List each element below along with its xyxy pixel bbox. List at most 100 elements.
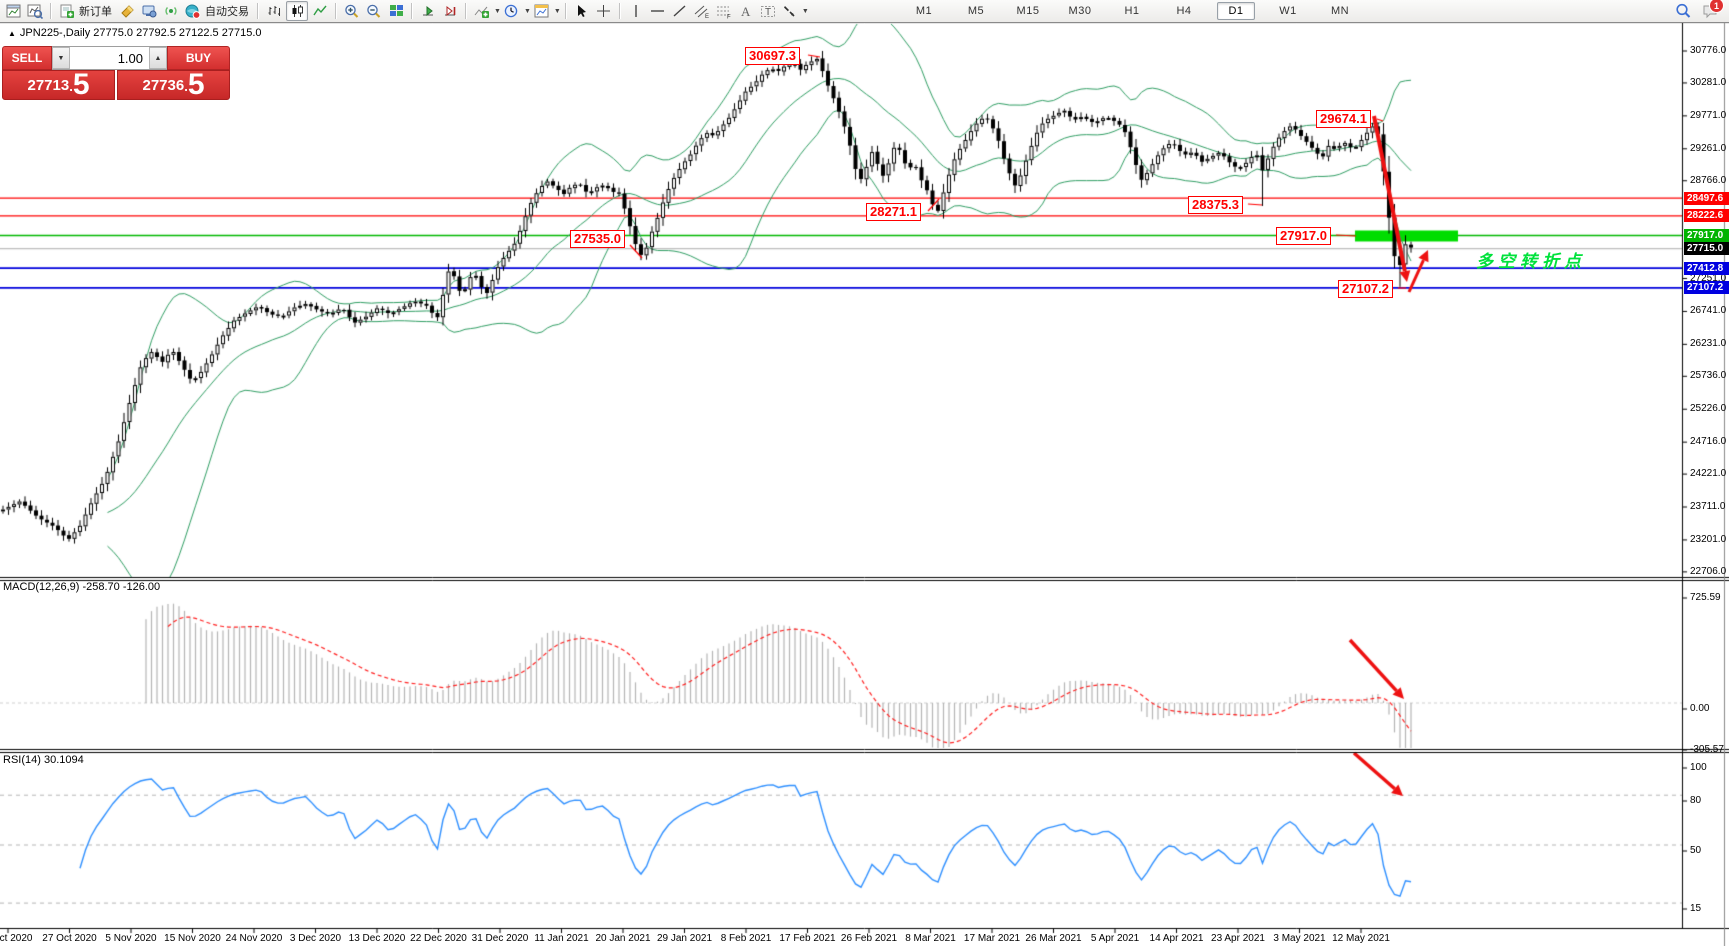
svg-text:T: T xyxy=(765,7,771,18)
sell-button[interactable]: SELL xyxy=(2,46,52,70)
channel-tool-icon[interactable]: E xyxy=(692,2,712,20)
date-axis-label: 12 May 2021 xyxy=(1332,933,1390,944)
date-axis-label: 17 Feb 2021 xyxy=(779,933,836,944)
toolbar-left-group: 新订单 自动交易 ▼ ▼ ▼ E F A T ▼ xyxy=(2,0,809,22)
volume-input[interactable]: 1.00 xyxy=(117,50,143,66)
date-axis-label: 14 Apr 2021 xyxy=(1149,933,1204,944)
price-callout[interactable]: 28271.1 xyxy=(866,203,921,221)
trendline-tool-icon[interactable] xyxy=(670,2,690,20)
date-axis-label: 15 Nov 2020 xyxy=(164,933,221,944)
indicators-dropdown-arrow[interactable]: ▼ xyxy=(494,7,501,15)
crosshair-tool-icon[interactable] xyxy=(594,2,614,20)
arrows-tool-icon[interactable] xyxy=(780,2,800,20)
tile-windows-icon[interactable] xyxy=(386,2,406,20)
date-axis-label: 8 Oct 2020 xyxy=(0,933,33,944)
price-callout[interactable]: 30697.3 xyxy=(745,47,800,65)
chart-preview-icon[interactable] xyxy=(25,2,45,20)
timeframe-button-M5[interactable]: M5 xyxy=(967,5,985,17)
date-axis-label: 24 Nov 2020 xyxy=(225,933,283,944)
toolbar-right-group: 1 xyxy=(1672,0,1724,22)
timeframe-button-M30[interactable]: M30 xyxy=(1068,5,1092,17)
text-tool-icon[interactable]: A xyxy=(736,2,756,20)
timeframe-button-H4[interactable]: H4 xyxy=(1176,5,1192,17)
volume-increase-button[interactable]: ▲ xyxy=(149,47,167,69)
timeframe-button-MN[interactable]: MN xyxy=(1330,5,1350,17)
styler-icon[interactable] xyxy=(117,2,137,20)
main-toolbar: 新订单 自动交易 ▼ ▼ ▼ E F A T ▼ M1 M5 M15 M30 H1 H4 D… xyxy=(0,0,1729,23)
templates-icon[interactable] xyxy=(532,2,552,20)
date-axis-label: 23 Apr 2021 xyxy=(1211,933,1265,944)
date-axis-label: 17 Mar 2021 xyxy=(963,933,1021,944)
svg-text:E: E xyxy=(705,14,709,19)
price-level-chip: 28222.6 xyxy=(1684,209,1729,223)
periods-dropdown-arrow[interactable]: ▼ xyxy=(523,7,531,15)
periods-icon[interactable] xyxy=(502,2,522,20)
date-axis-label: 27 Oct 2020 xyxy=(42,933,97,944)
price-callout[interactable]: 29674.1 xyxy=(1316,110,1371,128)
fibonacci-tool-icon[interactable]: F xyxy=(714,2,734,20)
volume-decrease-button[interactable]: ▼ xyxy=(52,47,70,69)
autotrading-label[interactable]: 自动交易 xyxy=(205,6,249,18)
svg-text:F: F xyxy=(727,14,731,19)
horizontal-line-tool-icon[interactable] xyxy=(648,2,668,20)
date-axis-label: 22 Dec 2020 xyxy=(410,933,467,944)
buy-price[interactable]: 27736. 5 xyxy=(117,70,230,100)
price-level-chip: 27917.0 xyxy=(1684,229,1729,243)
buy-button[interactable]: BUY xyxy=(167,46,230,70)
auto-scroll-icon[interactable] xyxy=(418,2,438,20)
line-chart-mode-icon[interactable] xyxy=(310,2,330,20)
signals-icon[interactable] xyxy=(161,2,181,20)
price-callout[interactable]: 27535.0 xyxy=(570,230,625,248)
date-axis-label: 8 Feb 2021 xyxy=(720,933,772,944)
date-axis-label: 26 Feb 2021 xyxy=(840,933,898,944)
timeframe-button-D1[interactable]: D1 xyxy=(1217,2,1255,20)
vertical-line-tool-icon[interactable] xyxy=(626,2,646,20)
zoom-in-icon[interactable] xyxy=(342,2,362,20)
candlestick-mode-icon[interactable] xyxy=(286,1,308,21)
timeframe-button-W1[interactable]: W1 xyxy=(1279,5,1297,17)
price-callout[interactable]: 27107.2 xyxy=(1338,280,1393,298)
date-axis-label: 5 Nov 2020 xyxy=(105,933,157,944)
price-level-chip: 27412.8 xyxy=(1684,261,1729,275)
date-axis-label: 8 Mar 2021 xyxy=(905,933,956,944)
search-icon[interactable] xyxy=(1673,2,1693,20)
cursor-tool-icon[interactable] xyxy=(572,2,592,20)
timeframe-button-M15[interactable]: M15 xyxy=(1016,5,1040,17)
volume-stepper: ▼ 1.00 ▲ xyxy=(52,46,167,70)
timeframe-button-H1[interactable]: H1 xyxy=(1124,5,1140,17)
chart-shift-icon[interactable] xyxy=(440,2,460,20)
date-axis-label: 11 Jan 2021 xyxy=(534,933,589,944)
indicators-icon[interactable] xyxy=(472,2,492,20)
one-click-trading-panel: SELL ▼ 1.00 ▲ BUY 27713. 5 27736. 5 xyxy=(2,46,230,100)
zoom-out-icon[interactable] xyxy=(364,2,384,20)
date-axis-label: 5 Apr 2021 xyxy=(1090,933,1140,944)
price-callout[interactable]: 28375.3 xyxy=(1188,196,1243,214)
new-order-label[interactable]: 新订单 xyxy=(79,6,112,18)
date-axis-label: 31 Dec 2020 xyxy=(471,933,529,944)
new-chart-icon[interactable] xyxy=(3,2,23,20)
svg-text:A: A xyxy=(741,4,751,18)
date-axis-label: 13 Dec 2020 xyxy=(348,933,406,944)
new-order-icon[interactable] xyxy=(57,2,77,20)
price-level-chip: 28497.6 xyxy=(1684,191,1729,205)
autotrading-icon[interactable] xyxy=(183,2,203,20)
timeframe-button-M1[interactable]: M1 xyxy=(915,5,933,17)
price-level-chip: 27107.2 xyxy=(1684,281,1729,295)
templates-dropdown-arrow[interactable]: ▼ xyxy=(553,7,561,15)
bar-chart-mode-icon[interactable] xyxy=(264,2,284,20)
notifications-icon[interactable]: 1 xyxy=(1700,0,1724,20)
sell-price[interactable]: 27713. 5 xyxy=(2,70,115,100)
terminal-icon[interactable] xyxy=(139,2,159,20)
text-label-tool-icon[interactable]: T xyxy=(758,2,778,20)
price-level-chip: 27715.0 xyxy=(1684,242,1729,256)
timeframe-toolbar: M1 M5 M15 M30 H1 H4 D1 W1 MN xyxy=(905,0,1373,22)
price-callout[interactable]: 27917.0 xyxy=(1276,227,1331,245)
date-axis-label: 20 Jan 2021 xyxy=(595,933,651,944)
date-axis-label: 3 May 2021 xyxy=(1273,933,1326,944)
date-axis-label: 26 Mar 2021 xyxy=(1025,933,1082,944)
date-axis-label: 3 Dec 2020 xyxy=(289,933,342,944)
arrows-dropdown-arrow[interactable]: ▼ xyxy=(801,7,809,15)
notification-badge: 1 xyxy=(1709,0,1724,13)
